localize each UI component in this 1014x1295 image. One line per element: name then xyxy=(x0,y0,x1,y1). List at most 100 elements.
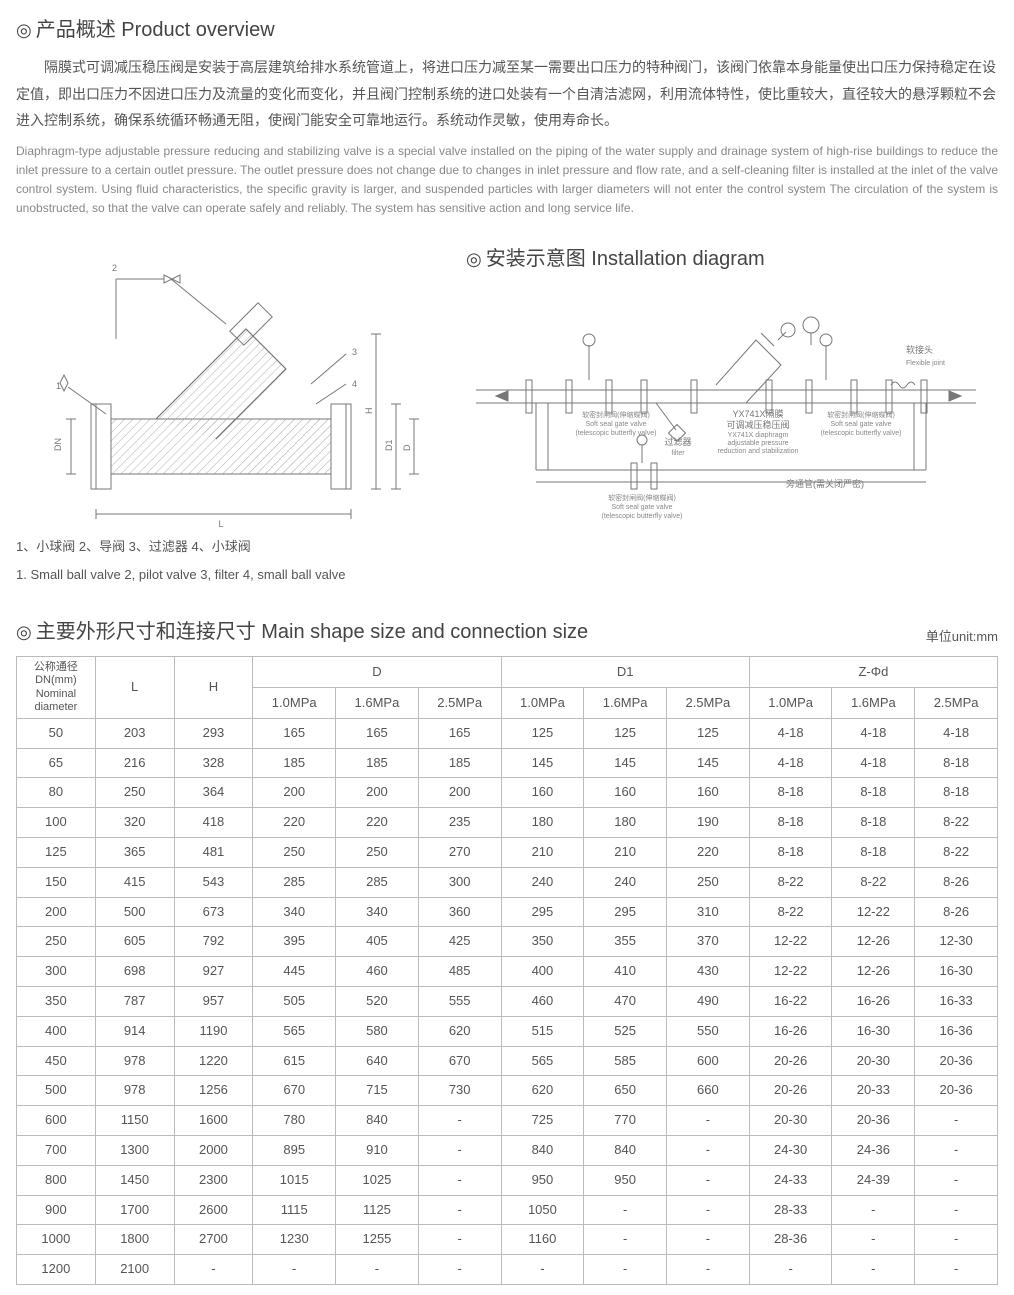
table-row: 70013002000895910-840840-24-3024-36- xyxy=(17,1136,998,1166)
table-cell: 310 xyxy=(667,897,750,927)
lbl-soft1-en: Soft seal gate valve xyxy=(585,421,646,428)
table-cell: - xyxy=(915,1136,998,1166)
table-cell: 200 xyxy=(253,778,336,808)
table-cell: 410 xyxy=(584,957,667,987)
table-row: 35078795750552055546047049016-2216-2616-… xyxy=(17,987,998,1017)
table-cell: 12-22 xyxy=(749,957,832,987)
label-DN: DN xyxy=(53,438,63,451)
table-cell: 957 xyxy=(174,987,253,1017)
table-cell: 360 xyxy=(418,897,501,927)
th-L: L xyxy=(95,657,174,719)
table-cell: 20-33 xyxy=(832,1076,915,1106)
lbl-soft1-en2: (telescopic butterfly valve) xyxy=(576,430,657,437)
th-Z: Z-Φd xyxy=(749,657,997,688)
table-cell: 16-30 xyxy=(915,957,998,987)
table-cell: - xyxy=(915,1165,998,1195)
table-cell: 600 xyxy=(17,1106,96,1136)
table-row: 652163281851851851451451454-184-188-18 xyxy=(17,748,998,778)
table-cell: 8-26 xyxy=(915,897,998,927)
table-cell: 200 xyxy=(418,778,501,808)
table-cell: 1800 xyxy=(95,1225,174,1255)
table-cell: 400 xyxy=(501,957,584,987)
diagrams-row: 1 2 3 4 DN L H D1 D 1、小球阀 2、导阀 3、过滤器 4、小… xyxy=(16,239,998,587)
table-cell: 20-36 xyxy=(915,1046,998,1076)
table-cell: 8-22 xyxy=(832,867,915,897)
lbl-bottom-en2: (telescopic butterfly valve) xyxy=(602,513,683,520)
table-cell: 16-26 xyxy=(749,1016,832,1046)
table-cell: 20-26 xyxy=(749,1076,832,1106)
table-cell: 770 xyxy=(584,1106,667,1136)
table-cell: 80 xyxy=(17,778,96,808)
table-cell: 190 xyxy=(667,808,750,838)
lbl-soft2-en2: (telescopic butterfly valve) xyxy=(821,430,902,437)
table-cell: 8-18 xyxy=(915,748,998,778)
table-row: 802503642002002001601601608-188-188-18 xyxy=(17,778,998,808)
table-cell: 370 xyxy=(667,927,750,957)
table-cell: 600 xyxy=(667,1046,750,1076)
overview-para-cn: 隔膜式可调减压稳压阀是安装于高层建筑给排水系统管道上，将进口压力减至某一需要出口… xyxy=(16,54,998,134)
th-D-16: 1.6MPa xyxy=(336,688,419,719)
table-cell: 1220 xyxy=(174,1046,253,1076)
table-cell: 1700 xyxy=(95,1195,174,1225)
table-cell: 250 xyxy=(336,838,419,868)
table-cell: 220 xyxy=(336,808,419,838)
table-cell: - xyxy=(418,1136,501,1166)
table-cell: 8-18 xyxy=(832,778,915,808)
table-cell: 8-18 xyxy=(832,808,915,838)
table-cell: - xyxy=(418,1195,501,1225)
table-cell: 8-26 xyxy=(915,867,998,897)
table-cell: 555 xyxy=(418,987,501,1017)
table-cell: 125 xyxy=(501,718,584,748)
lbl-main-en2: adjustable pressure xyxy=(727,440,788,447)
th-D-25: 2.5MPa xyxy=(418,688,501,719)
table-cell: 910 xyxy=(336,1136,419,1166)
table-cell: 355 xyxy=(584,927,667,957)
table-cell: 180 xyxy=(584,808,667,838)
lbl-flex-en: Flexible joint xyxy=(906,360,945,367)
table-cell: 1160 xyxy=(501,1225,584,1255)
table-cell: 450 xyxy=(17,1046,96,1076)
lbl-main-en1: YX741X diaphragm xyxy=(728,432,789,439)
table-cell: 978 xyxy=(95,1046,174,1076)
table-cell: 350 xyxy=(17,987,96,1017)
table-cell: 328 xyxy=(174,748,253,778)
table-cell: 210 xyxy=(501,838,584,868)
th-D-10: 1.0MPa xyxy=(253,688,336,719)
lbl-flex-cn: 软接头 xyxy=(906,344,933,355)
table-cell: 300 xyxy=(17,957,96,987)
table-row: 400914119056558062051552555016-2616-3016… xyxy=(17,1016,998,1046)
table-cell: 2600 xyxy=(174,1195,253,1225)
table-cell: 660 xyxy=(667,1076,750,1106)
label-L: L xyxy=(218,519,223,529)
table-cell: - xyxy=(667,1225,750,1255)
label-3: 3 xyxy=(352,347,357,357)
table-cell: 2300 xyxy=(174,1165,253,1195)
table-cell: 24-33 xyxy=(749,1165,832,1195)
table-cell: 914 xyxy=(95,1016,174,1046)
table-cell: 481 xyxy=(174,838,253,868)
table-row: 502032931651651651251251254-184-184-18 xyxy=(17,718,998,748)
table-cell: 460 xyxy=(336,957,419,987)
table-cell: 24-30 xyxy=(749,1136,832,1166)
table-cell: 16-36 xyxy=(915,1016,998,1046)
table-cell: 580 xyxy=(336,1016,419,1046)
th-Z-10: 1.0MPa xyxy=(749,688,832,719)
table-cell: 16-26 xyxy=(832,987,915,1017)
table-cell: - xyxy=(418,1165,501,1195)
table-row: 30069892744546048540041043012-2212-2616-… xyxy=(17,957,998,987)
lbl-bottom-cn: 软密封闸阀(伸缩蝶阀) xyxy=(608,493,676,502)
table-cell: 270 xyxy=(418,838,501,868)
table-cell: 615 xyxy=(253,1046,336,1076)
table-cell: 415 xyxy=(95,867,174,897)
table-cell: 185 xyxy=(418,748,501,778)
table-cell: 364 xyxy=(174,778,253,808)
table-cell: 285 xyxy=(253,867,336,897)
table-cell: 1000 xyxy=(17,1225,96,1255)
th-dn: 公称通径 DN(mm) Nominal diameter xyxy=(17,657,96,719)
lbl-soft1-cn: 软密封闸阀(伸缩蝶阀) xyxy=(582,410,650,419)
table-cell: 8-18 xyxy=(915,778,998,808)
table-cell: 8-18 xyxy=(749,808,832,838)
table-cell: 160 xyxy=(667,778,750,808)
table-cell: 515 xyxy=(501,1016,584,1046)
table-cell: 620 xyxy=(501,1076,584,1106)
